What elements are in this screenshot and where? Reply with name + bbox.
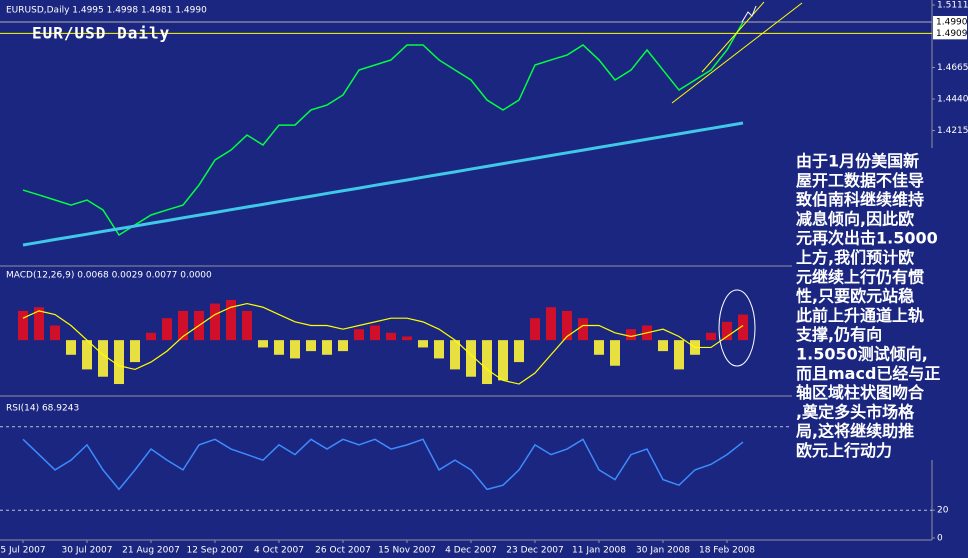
histogram-bar [322, 340, 332, 355]
histogram-bar [738, 314, 748, 341]
commentary-box [792, 148, 968, 460]
price-tag [933, 15, 967, 28]
histogram-bar [210, 303, 220, 341]
histogram-bar [34, 307, 44, 341]
histogram-bar [114, 340, 124, 385]
y-tick-label: 0 [937, 534, 943, 544]
histogram-bar [530, 318, 540, 341]
histogram-bar [242, 310, 252, 341]
commentary-line: 性,只要欧元站稳 [796, 287, 914, 306]
histogram-bar [258, 340, 268, 348]
chart-title: EURUSD,Daily 1.4995 1.4998 1.4981 1.4990 [6, 6, 207, 16]
histogram-bar [274, 340, 284, 355]
x-tick-label: 21 Aug 2007 [122, 546, 180, 556]
histogram-bar [578, 318, 588, 341]
histogram-bar [290, 340, 300, 359]
x-tick-label: 15 Nov 2007 [378, 546, 436, 556]
y-tick-label: 1.4665 [937, 63, 968, 73]
commentary-line: 而且macd已经与正 [796, 364, 940, 383]
histogram-bar [482, 340, 492, 385]
histogram-bar [562, 310, 572, 341]
histogram-bar [50, 325, 60, 341]
line [22, 21, 744, 237]
commentary-line: 此前上升通道上轨 [796, 306, 924, 325]
histogram-bar [130, 340, 140, 363]
histogram-bar [594, 340, 604, 355]
histogram-bar [306, 340, 316, 352]
histogram-bar [18, 310, 28, 341]
histogram-bar [162, 318, 172, 341]
highlight-ellipse [718, 289, 756, 367]
histogram-bar [722, 321, 732, 341]
histogram-bar [226, 299, 236, 341]
commentary-line: 轴区域柱状图吻合 [796, 383, 925, 402]
y-tick-label: 1.4215 [937, 126, 968, 136]
histogram-bar [450, 340, 460, 370]
x-tick-label: 4 Dec 2007 [445, 546, 497, 556]
histogram-bar [514, 340, 524, 363]
trend-channel [701, 1, 765, 73]
histogram-bar [466, 340, 476, 377]
histogram-bar [674, 340, 684, 370]
panel-title: RSI(14) 68.9243 [6, 404, 79, 414]
histogram-bar [82, 340, 92, 370]
arrow [741, 5, 757, 23]
histogram-bar [386, 332, 396, 341]
histogram-bar [610, 340, 620, 366]
commentary-line: 局,这将继续助推 [796, 422, 914, 441]
histogram-bar [370, 325, 380, 341]
y-tick-label: 1.4440 [937, 95, 968, 105]
trend-channel [671, 2, 803, 104]
commentary-line: 1.5050测试倾向, [796, 345, 928, 364]
commentary-line: 欧元上行动力 [796, 441, 892, 460]
histogram-bar [146, 332, 156, 341]
commentary-line: 上方,我们预计欧 [796, 248, 914, 267]
histogram-bar [658, 340, 668, 352]
histogram-bar [354, 329, 364, 341]
histogram-bar [626, 329, 636, 341]
commentary: 由于1月份美国新屋开工数据不佳导致伯南科继续维持减息倾向,因此欧元再次出击1.5… [792, 148, 968, 460]
x-tick-label: 4 Oct 2007 [254, 546, 304, 556]
price-tag [933, 27, 967, 40]
commentary-line: 元继续上行仍有惯 [796, 267, 924, 286]
x-tick-label: 30 Jan 2008 [636, 546, 690, 556]
x-tick-label: 11 Jan 2008 [572, 546, 626, 556]
histogram-bar [66, 340, 76, 355]
x-tick-label: 5 Jul 2007 [0, 546, 45, 556]
commentary-line: 致伯南科继续维持 [796, 190, 924, 209]
commentary-line: ,奠定多头市场格 [796, 402, 915, 421]
x-tick-label: 12 Sep 2007 [186, 546, 243, 556]
commentary-line: 支撑,仍有向 [795, 325, 882, 344]
y-tick-label: 20 [937, 506, 949, 516]
x-tick-label: 18 Feb 2008 [699, 546, 755, 556]
chart-label: EUR/USD Daily [32, 24, 170, 43]
x-tick-label: 30 Jul 2007 [62, 546, 113, 556]
panel-title: MACD(12,26,9) 0.0068 0.0029 0.0077 0.000… [6, 271, 212, 281]
commentary-line: 元再次出击1.5000 [796, 229, 938, 248]
x-tick-label: 23 Dec 2007 [506, 546, 564, 556]
commentary-line: 减息倾向,因此欧 [796, 209, 914, 228]
line [22, 438, 744, 491]
histogram-bar [98, 340, 108, 377]
histogram-bar [338, 340, 348, 352]
price-tag-label: 1.4909 [936, 29, 968, 39]
price-tag-label: 1.4990 [936, 17, 968, 27]
line [22, 121, 744, 247]
histogram-bar [498, 340, 508, 381]
commentary-line: 由于1月份美国新 [796, 152, 919, 171]
histogram-bar [706, 332, 716, 341]
line [22, 302, 744, 385]
commentary-line: 屋开工数据不佳导 [796, 171, 924, 190]
histogram-bar [402, 336, 412, 341]
histogram-bar [546, 307, 556, 341]
histogram-bar [418, 340, 428, 348]
histogram-bar [178, 310, 188, 341]
histogram-bar [434, 340, 444, 359]
y-tick-label: 1.5111 [937, 1, 968, 11]
x-tick-label: 26 Oct 2007 [315, 546, 371, 556]
